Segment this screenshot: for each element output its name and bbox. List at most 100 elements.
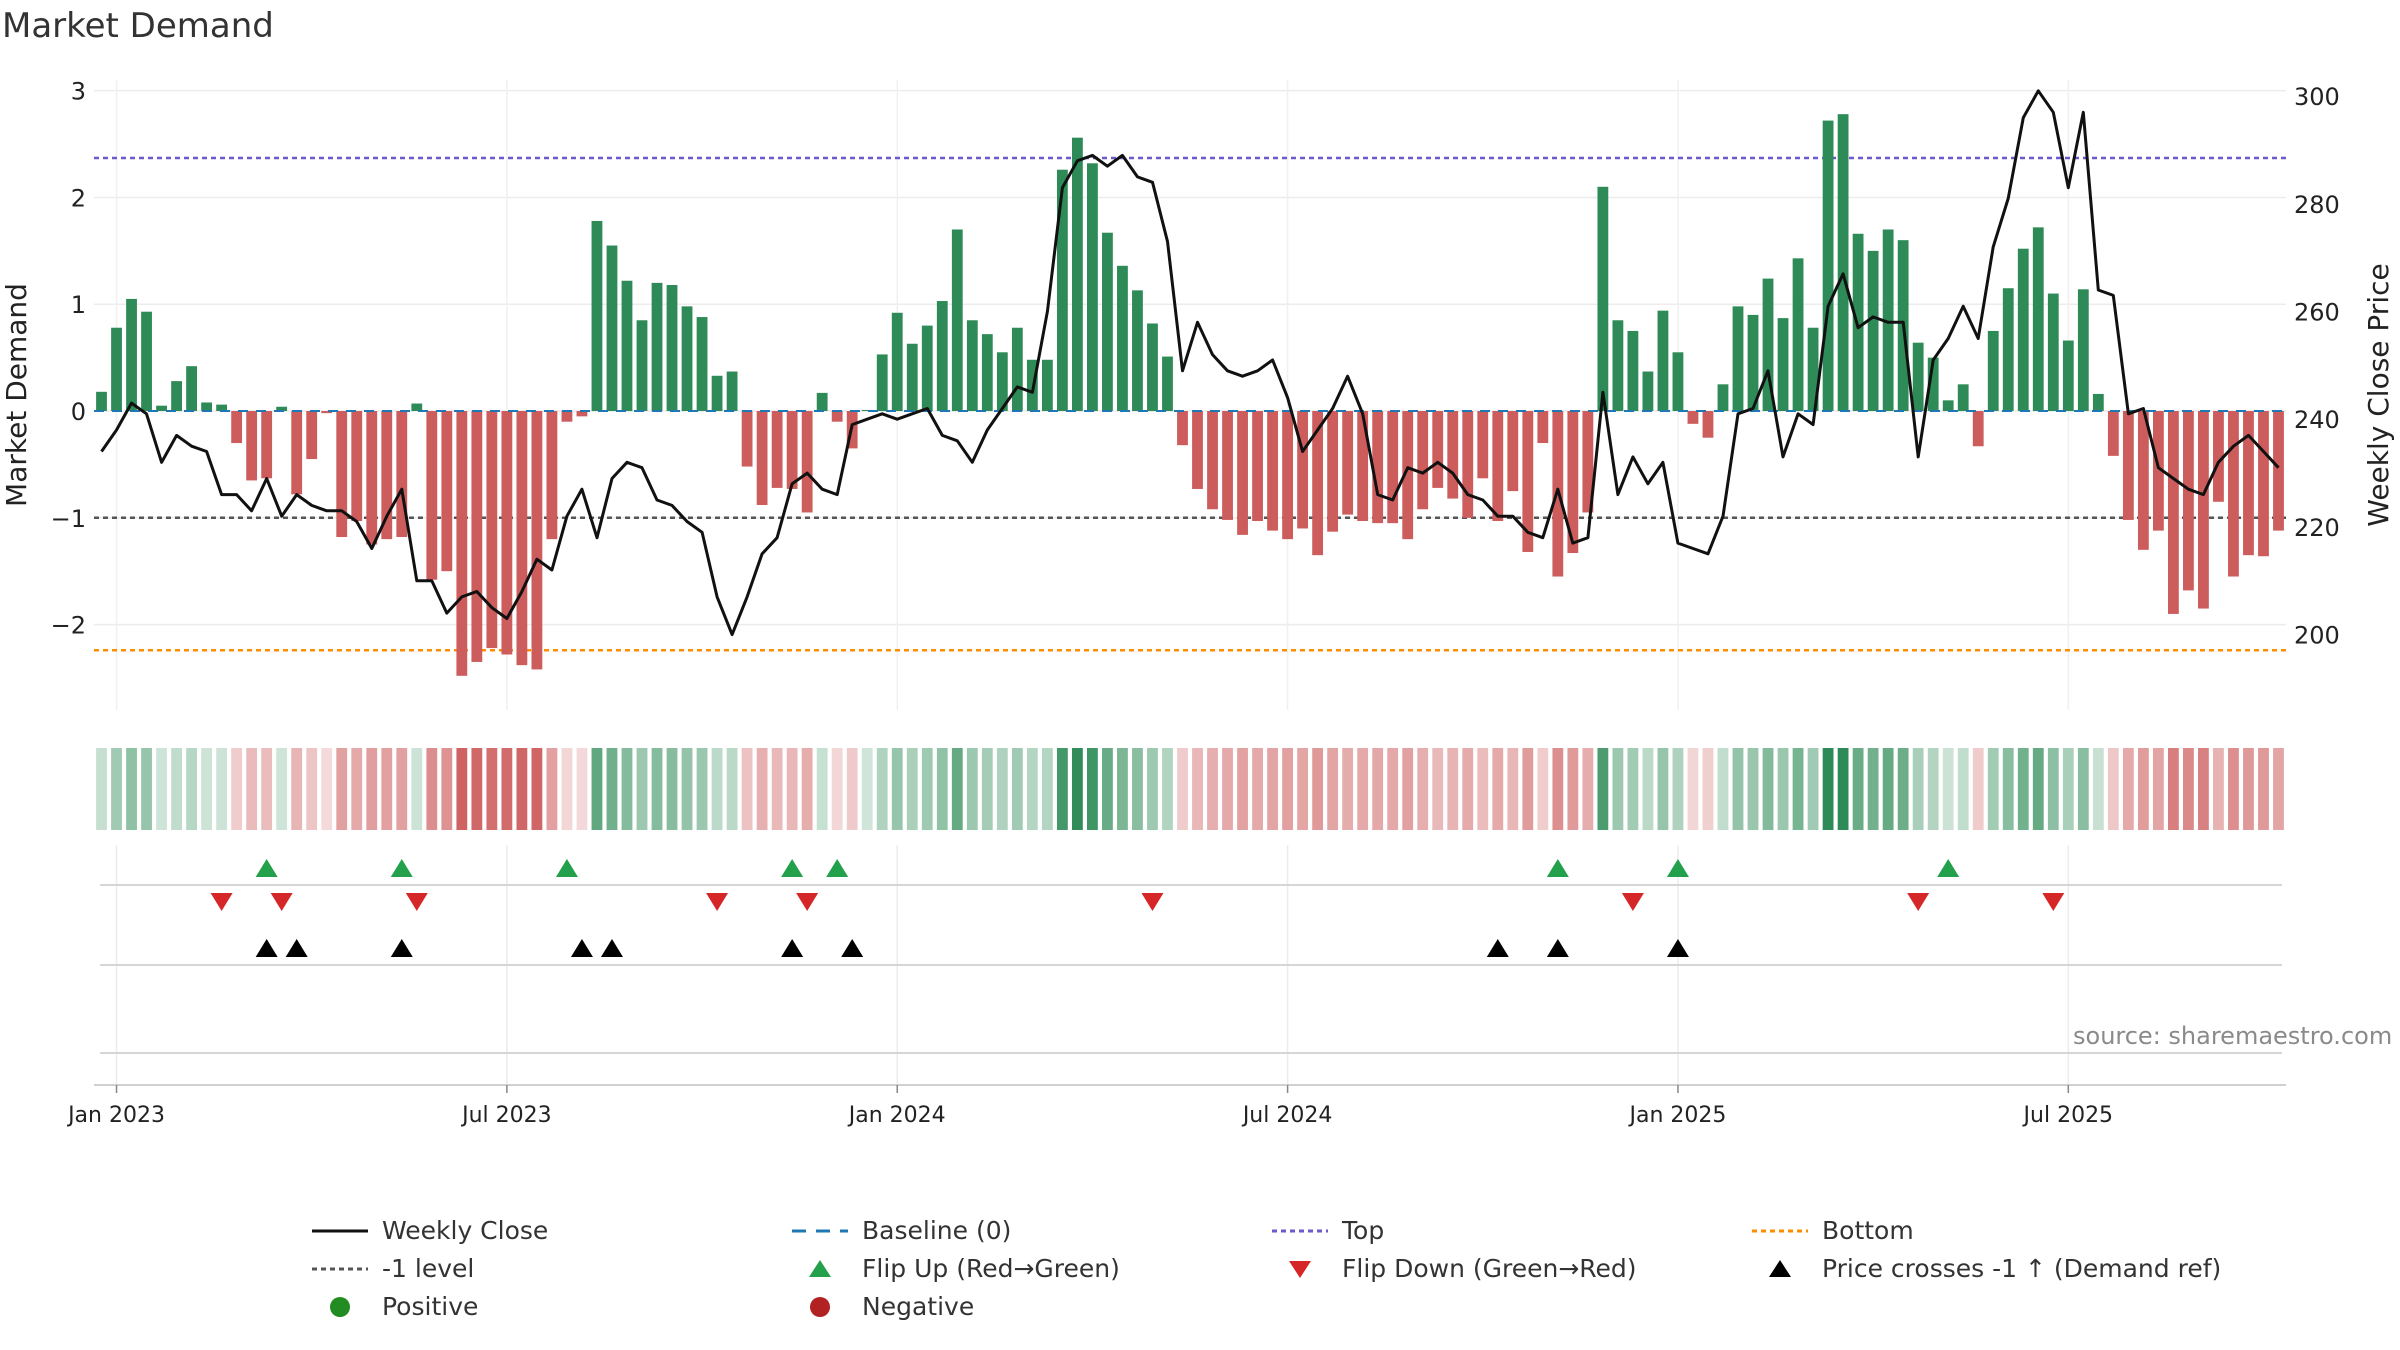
heat-cell [1837,748,1849,830]
flip-down-marker [2042,893,2065,911]
demand-bar [1477,411,1489,479]
axes: 3 2 1 0 −1 −2 300 280 260 240 220 200 Jan 2023 Jul 20… [0,78,2395,1128]
demand-bar [1297,411,1309,529]
demand-bar [1597,186,1609,412]
price-cross-marker [570,939,593,957]
heat-cell [306,748,318,830]
y2-tick-label: 300 [2294,83,2340,111]
heat-cell [561,748,573,830]
price-cross-marker [1486,939,1509,957]
heat-cell [1582,748,1594,830]
heat-cell [1132,748,1143,830]
x-tick-label: Jul 2023 [460,1103,552,1128]
y2-axis-label: Weekly Close Price [2362,263,2395,526]
demand-bar [1162,356,1173,412]
heat-cell [2002,748,2014,830]
y-tick-label: −2 [51,612,86,640]
demand-bar [216,404,228,412]
heat-cell [531,748,543,830]
demand-bar [111,327,122,412]
heat-cell [801,748,813,830]
heat-cell [861,748,873,830]
demand-bar [321,411,333,414]
demand-bar [171,381,182,412]
heat-cell [981,748,993,830]
heat-cell [2243,748,2254,830]
heat-cell [1462,748,1474,830]
heat-cell [546,748,558,830]
heat-cell [2198,748,2209,830]
demand-bar [1642,371,1654,412]
heat-cell [576,748,588,830]
heat-cell [2183,748,2194,830]
heat-cell [276,748,288,830]
heat-cell [366,748,378,830]
y-tick-label: 3 [71,78,86,106]
heat-cell [1282,748,1293,830]
heat-cell [1056,748,1068,830]
legend-item-flip-down: Flip Down (Green→Red) [1270,1254,1637,1283]
demand-bar [696,317,708,412]
heat-cell [1507,748,1519,830]
demand-bar [96,391,107,412]
heat-cell [2077,748,2089,830]
y2-tick-label: 280 [2294,191,2340,219]
demand-bar [1537,411,1549,444]
demand-bar [876,354,888,412]
demand-bar [2137,411,2149,550]
heat-cell [1237,748,1248,830]
weekly-close-line [100,89,2280,637]
heat-cell [1207,748,1218,830]
heat-cell [1867,748,1879,830]
demand-bar [771,411,783,488]
price-cross-marker [1666,939,1689,957]
demand-bar [2122,411,2134,520]
heat-cell [1657,748,1669,830]
price-cross-marker [390,939,413,957]
heat-cell [1071,748,1083,830]
demand-bar [1147,323,1158,412]
heat-cell [126,748,137,830]
flip-down-marker [796,893,819,911]
heat-cell [2017,748,2029,830]
demand-bar [1657,310,1669,412]
heat-cell [1747,748,1759,830]
heat-cell [1882,748,1894,830]
demand-bar [1837,114,1849,412]
demand-bar [681,306,693,412]
flip-up-marker [1546,859,1569,877]
y2-tick-label: 260 [2294,299,2340,327]
heat-cell [2213,748,2224,830]
heat-cell [2137,748,2149,830]
heat-cell [336,748,348,830]
heat-cell [1297,748,1309,830]
heat-cell [891,748,903,830]
demand-bar [741,411,753,467]
heat-cell [396,748,408,830]
heat-cell [456,748,468,830]
demand-bar [1132,290,1143,412]
heat-cell [1026,748,1038,830]
demand-bar [1612,320,1624,412]
demand-bar [1582,411,1594,513]
heat-cell [666,748,678,830]
heat-cell [966,748,978,830]
heat-cell [936,748,948,830]
heat-cell [2258,748,2269,830]
heat-cell [1552,748,1564,830]
legend-icon [810,1296,830,1317]
demand-bar [801,411,813,513]
heat-cell [1477,748,1489,830]
heat-cell [1852,748,1864,830]
y2-tick-label: 240 [2294,406,2340,434]
heat-cell [1957,748,1969,830]
demand-bar [366,411,378,545]
heat-cell [726,748,738,830]
demand-bar [621,280,633,412]
demand-bar [2243,411,2254,556]
heat-cell [1687,748,1699,830]
heat-cell [1087,748,1098,830]
demand-bar [906,343,918,412]
y-tick-label: 0 [71,398,86,426]
heat-cell [1387,748,1399,830]
